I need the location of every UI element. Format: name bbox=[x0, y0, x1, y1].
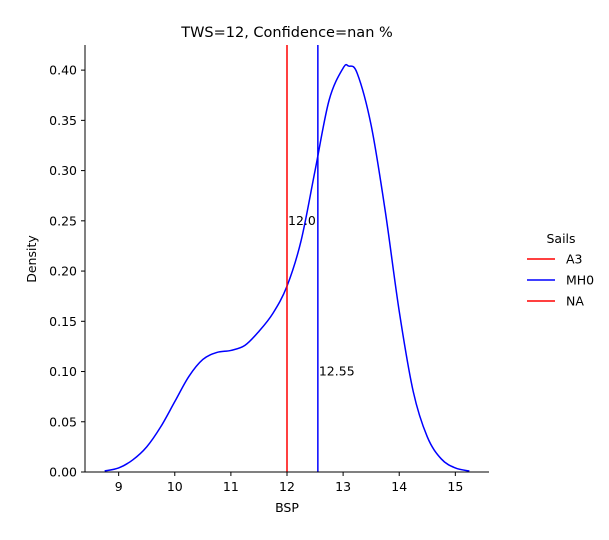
y-tick-label: 0.30 bbox=[49, 163, 77, 178]
y-tick-label: 0.00 bbox=[49, 465, 77, 480]
chart-title: TWS=12, Confidence=nan % bbox=[180, 25, 393, 41]
y-tick-label: 0.35 bbox=[49, 113, 77, 128]
lines-layer bbox=[104, 63, 470, 472]
y-tick-label: 0.25 bbox=[49, 213, 77, 228]
y-tick-label: 0.05 bbox=[49, 414, 77, 429]
vlines-layer bbox=[286, 45, 319, 472]
annotations-layer: 12.0 12.55 bbox=[288, 213, 355, 379]
x-tick-label: 10 bbox=[167, 479, 183, 494]
x-tick-label: 13 bbox=[335, 479, 351, 494]
plot-area: 12.0 12.55 bbox=[104, 45, 470, 472]
x-tick-label: 14 bbox=[391, 479, 407, 494]
y-tick-label: 0.20 bbox=[49, 264, 77, 279]
x-axis-ticks: 9 10 11 12 13 14 15 bbox=[115, 472, 463, 494]
y-tick-label: 0.40 bbox=[49, 63, 77, 78]
legend-title: Sails bbox=[546, 231, 575, 246]
legend-label-a3: A3 bbox=[566, 252, 583, 267]
legend-label-mh0: MH0 bbox=[566, 273, 594, 288]
legend-label-na: NA bbox=[566, 294, 584, 309]
x-tick-label: 15 bbox=[447, 479, 463, 494]
x-tick-label: 12 bbox=[279, 479, 295, 494]
vline-label-1: 12.55 bbox=[319, 364, 355, 379]
y-tick-label: 0.15 bbox=[49, 314, 77, 329]
legend: Sails A3 MH0 NA bbox=[527, 231, 594, 309]
density-line-mh0 bbox=[104, 63, 470, 472]
y-axis-ticks: 0.00 0.05 0.10 0.15 0.20 0.25 0.30 0.35 0.40 bbox=[49, 63, 85, 480]
legend-entries: A3 MH0 NA bbox=[527, 252, 594, 309]
y-axis-label: Density bbox=[24, 235, 39, 283]
x-tick-label: 9 bbox=[115, 479, 123, 494]
vline-label-0: 12.0 bbox=[288, 213, 316, 228]
x-axis-label: BSP bbox=[275, 500, 299, 515]
y-tick-label: 0.10 bbox=[49, 364, 77, 379]
x-tick-label: 11 bbox=[223, 479, 239, 494]
